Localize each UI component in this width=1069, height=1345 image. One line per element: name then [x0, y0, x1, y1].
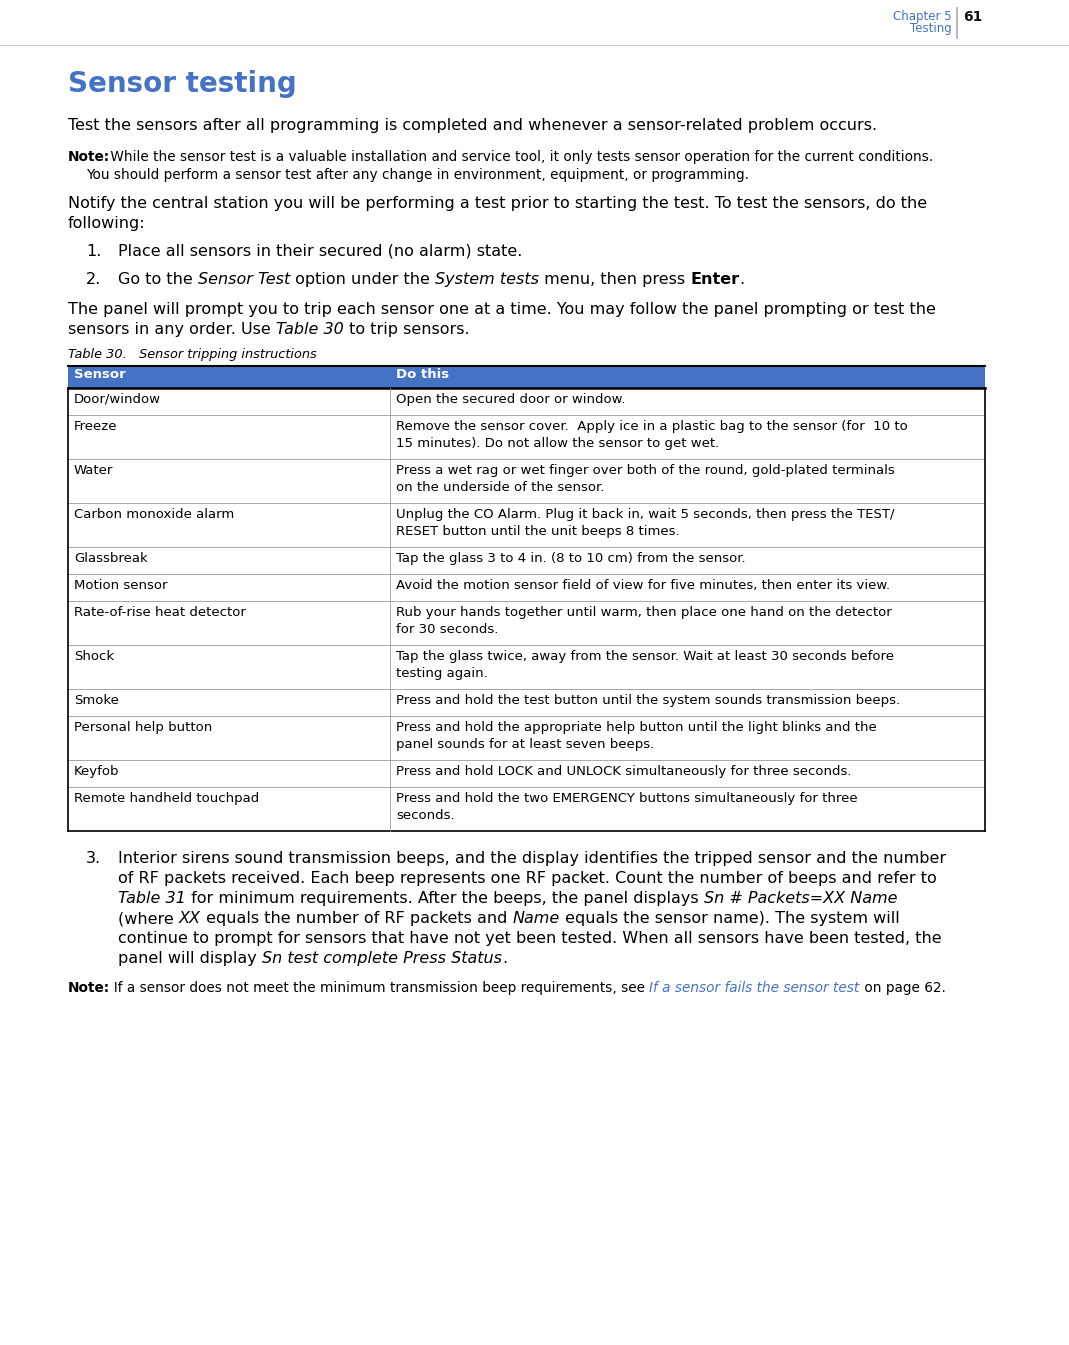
Text: Do this: Do this — [396, 369, 449, 381]
Text: Note:: Note: — [68, 981, 110, 995]
Text: Press and hold the appropriate help button until the light blinks and the: Press and hold the appropriate help butt… — [396, 721, 877, 734]
Bar — [68, 574, 985, 601]
Text: Enter: Enter — [691, 272, 740, 286]
Text: Motion sensor: Motion sensor — [74, 578, 168, 592]
Text: equals the number of RF packets and: equals the number of RF packets and — [201, 911, 512, 925]
Text: Smoke: Smoke — [74, 694, 119, 707]
Text: for minimum requirements. After the beeps, the panel displays: for minimum requirements. After the beep… — [186, 890, 703, 907]
Text: Remote handheld touchpad: Remote handheld touchpad — [74, 792, 260, 806]
Text: continue to prompt for sensors that have not yet been tested. When all sensors h: continue to prompt for sensors that have… — [118, 931, 942, 946]
Text: 1.: 1. — [86, 243, 102, 260]
Text: Table 30: Table 30 — [276, 321, 343, 338]
Text: Rate-of-rise heat detector: Rate-of-rise heat detector — [74, 607, 246, 619]
Text: Freeze: Freeze — [74, 420, 118, 433]
Text: Personal help button: Personal help button — [74, 721, 213, 734]
Text: panel will display: panel will display — [118, 951, 262, 966]
Text: Keyfob: Keyfob — [74, 765, 120, 777]
Text: Open the secured door or window.: Open the secured door or window. — [396, 393, 625, 406]
Text: option under the: option under the — [290, 272, 435, 286]
Text: Notify the central station you will be performing a test prior to starting the t: Notify the central station you will be p… — [68, 196, 927, 211]
Text: for 30 seconds.: for 30 seconds. — [396, 623, 498, 636]
Text: Remove the sensor cover.  Apply ice in a plastic bag to the sensor (for  10 to: Remove the sensor cover. Apply ice in a … — [396, 420, 908, 433]
Text: Carbon monoxide alarm: Carbon monoxide alarm — [74, 508, 234, 521]
Text: .: . — [501, 951, 507, 966]
Text: Sensor Test: Sensor Test — [198, 272, 290, 286]
Text: Rub your hands together until warm, then place one hand on the detector: Rub your hands together until warm, then… — [396, 607, 892, 619]
Text: .: . — [740, 272, 745, 286]
Text: 61: 61 — [963, 9, 982, 24]
Bar — [68, 547, 985, 574]
Text: testing again.: testing again. — [396, 667, 487, 681]
Text: to trip sensors.: to trip sensors. — [343, 321, 469, 338]
Bar — [68, 601, 985, 646]
Bar — [68, 760, 985, 787]
Text: 15 minutes). Do not allow the sensor to get wet.: 15 minutes). Do not allow the sensor to … — [396, 437, 719, 451]
Text: Tap the glass 3 to 4 in. (8 to 10 cm) from the sensor.: Tap the glass 3 to 4 in. (8 to 10 cm) fr… — [396, 551, 745, 565]
Text: Test the sensors after all programming is completed and whenever a sensor-relate: Test the sensors after all programming i… — [68, 118, 878, 133]
Text: Sn test complete Press Status: Sn test complete Press Status — [262, 951, 501, 966]
Text: following:: following: — [68, 217, 145, 231]
Bar — [68, 716, 985, 760]
Bar — [68, 459, 985, 503]
Text: Sensor: Sensor — [74, 369, 126, 381]
Text: panel sounds for at least seven beeps.: panel sounds for at least seven beeps. — [396, 738, 654, 751]
Text: Avoid the motion sensor field of view for five minutes, then enter its view.: Avoid the motion sensor field of view fo… — [396, 578, 890, 592]
Text: Press and hold LOCK and UNLOCK simultaneously for three seconds.: Press and hold LOCK and UNLOCK simultane… — [396, 765, 852, 777]
Text: Go to the: Go to the — [118, 272, 198, 286]
Text: Water: Water — [74, 464, 113, 477]
Text: seconds.: seconds. — [396, 808, 454, 822]
Text: If a sensor does not meet the minimum transmission beep requirements, see: If a sensor does not meet the minimum tr… — [105, 981, 649, 995]
Text: While the sensor test is a valuable installation and service tool, it only tests: While the sensor test is a valuable inst… — [106, 151, 933, 164]
Text: Tap the glass twice, away from the sensor. Wait at least 30 seconds before: Tap the glass twice, away from the senso… — [396, 650, 894, 663]
Text: Note:: Note: — [68, 151, 110, 164]
Bar — [68, 366, 985, 387]
Text: Testing: Testing — [910, 22, 952, 35]
Text: Press and hold the two EMERGENCY buttons simultaneously for three: Press and hold the two EMERGENCY buttons… — [396, 792, 857, 806]
Bar — [68, 787, 985, 831]
Text: XX: XX — [179, 911, 201, 925]
Text: on the underside of the sensor.: on the underside of the sensor. — [396, 482, 604, 494]
Text: of RF packets received. Each beep represents one RF packet. Count the number of : of RF packets received. Each beep repres… — [118, 872, 936, 886]
Text: Chapter 5: Chapter 5 — [894, 9, 952, 23]
Text: on page 62.: on page 62. — [859, 981, 945, 995]
Text: Press and hold the test button until the system sounds transmission beeps.: Press and hold the test button until the… — [396, 694, 900, 707]
Text: equals the sensor name). The system will: equals the sensor name). The system will — [560, 911, 899, 925]
Bar — [68, 689, 985, 716]
Text: Name: Name — [512, 911, 560, 925]
Text: Shock: Shock — [74, 650, 114, 663]
Text: Press a wet rag or wet finger over both of the round, gold-plated terminals: Press a wet rag or wet finger over both … — [396, 464, 895, 477]
Text: Glassbreak: Glassbreak — [74, 551, 148, 565]
Text: Interior sirens sound transmission beeps, and the display identifies the tripped: Interior sirens sound transmission beeps… — [118, 851, 946, 866]
Text: System tests: System tests — [435, 272, 539, 286]
Text: If a sensor fails the sensor test: If a sensor fails the sensor test — [649, 981, 859, 995]
Text: Sn # Packets=XX Name: Sn # Packets=XX Name — [703, 890, 897, 907]
Bar — [68, 416, 985, 459]
Text: Unplug the CO Alarm. Plug it back in, wait 5 seconds, then press the TEST/: Unplug the CO Alarm. Plug it back in, wa… — [396, 508, 895, 521]
Text: Place all sensors in their secured (no alarm) state.: Place all sensors in their secured (no a… — [118, 243, 523, 260]
Text: The panel will prompt you to trip each sensor one at a time. You may follow the : The panel will prompt you to trip each s… — [68, 303, 935, 317]
Bar — [68, 646, 985, 689]
Text: Table 31: Table 31 — [118, 890, 186, 907]
Text: You should perform a sensor test after any change in environment, equipment, or : You should perform a sensor test after a… — [86, 168, 749, 182]
Text: menu, then press: menu, then press — [539, 272, 691, 286]
Text: RESET button until the unit beeps 8 times.: RESET button until the unit beeps 8 time… — [396, 525, 680, 538]
Text: Sensor testing: Sensor testing — [68, 70, 297, 98]
Bar — [68, 503, 985, 547]
Text: 3.: 3. — [86, 851, 102, 866]
Text: Table 30.   Sensor tripping instructions: Table 30. Sensor tripping instructions — [68, 348, 316, 360]
Text: 2.: 2. — [86, 272, 102, 286]
Text: (where: (where — [118, 911, 179, 925]
Text: Door/window: Door/window — [74, 393, 161, 406]
Text: sensors in any order. Use: sensors in any order. Use — [68, 321, 276, 338]
Bar — [68, 387, 985, 416]
